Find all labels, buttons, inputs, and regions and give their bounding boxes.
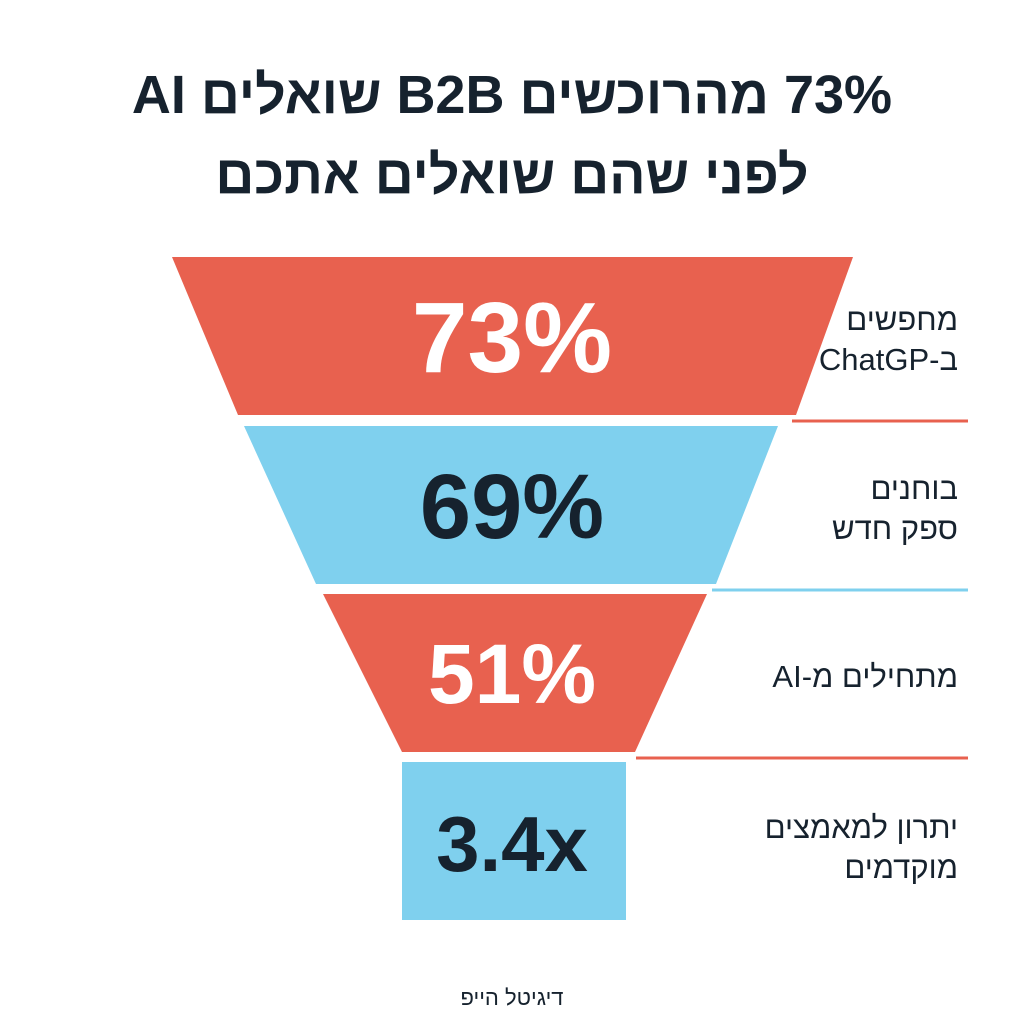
stage-label-1-line-2: ב-ChatGP [818,341,958,377]
stage-label-2-line-2: ספק חדש [831,510,958,546]
funnel-stage-2 [244,426,778,584]
stage-value-2: 69% [420,456,604,558]
stage-value-3: 51% [428,627,596,721]
stage-label-1-line-1: מחפשים [846,302,958,337]
funnel-stage-4 [402,762,626,920]
title-line-2: לפני שהם שואלים אתכם [215,145,809,205]
stage-value-4: 3.4x [436,800,588,888]
funnel-stage-1 [172,257,853,415]
brand-name: דיגיטל הייפ [460,985,564,1010]
title-line-1: 73% מהרוכשים B2B שואלים AI [131,65,893,125]
funnel-stage-3 [323,594,707,752]
stage-label-4-line-1: יתרון למאמצים [764,810,958,845]
stage-label-3: מתחילים מ-AI [658,657,958,697]
stage-value-1: 73% [412,282,612,394]
stage-label-3-line-1: מתחילים מ-AI [772,659,958,694]
stage-label-2: בוחנים ספק חדש [658,469,958,548]
stage-label-4: יתרון למאמצים מוקדמים [658,808,958,887]
stage-label-2-line-1: בוחנים [870,471,958,506]
stage-label-1: מחפשים ב-ChatGP [658,300,958,379]
stage-label-4-line-2: מוקדמים [844,849,958,885]
